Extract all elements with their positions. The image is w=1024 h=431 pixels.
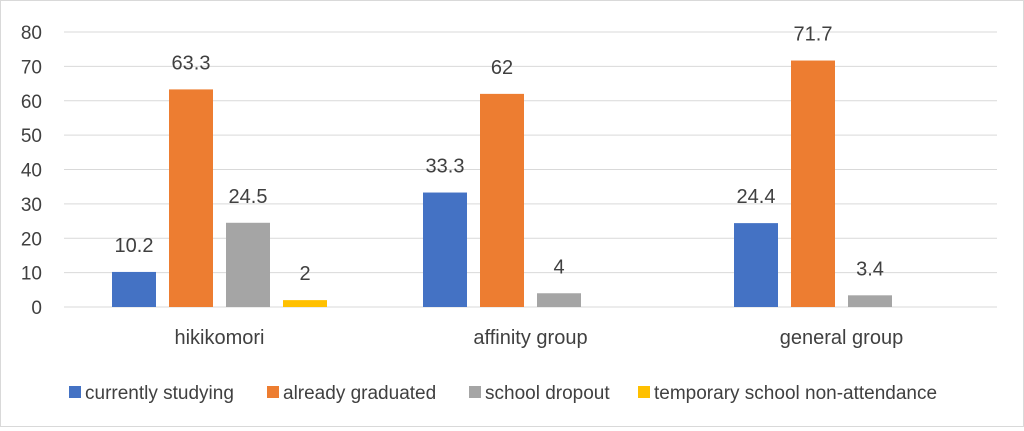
data-label: 4 <box>553 256 564 278</box>
x-axis-categories: hikikomori affinity group general group <box>174 327 903 349</box>
data-label: 10.2 <box>115 235 154 257</box>
data-label: 33.3 <box>426 156 465 178</box>
y-tick-label: 0 <box>31 298 42 319</box>
bar <box>283 300 327 307</box>
y-tick-label: 70 <box>21 57 42 78</box>
legend-swatch <box>69 386 81 398</box>
data-label: 24.5 <box>229 186 268 208</box>
y-tick-label: 80 <box>21 23 42 44</box>
y-tick-label: 40 <box>21 161 42 182</box>
bar <box>537 293 581 307</box>
legend-swatch <box>638 386 650 398</box>
y-tick-label: 20 <box>21 229 42 250</box>
legend-swatch <box>469 386 481 398</box>
y-tick-label: 30 <box>21 195 42 216</box>
bar <box>423 192 467 307</box>
data-label: 71.7 <box>794 24 833 46</box>
y-tick-label: 60 <box>21 92 42 113</box>
data-label: 3.4 <box>856 258 884 280</box>
bar <box>791 60 835 307</box>
bar <box>848 295 892 307</box>
data-label: 63.3 <box>172 52 211 74</box>
y-tick-label: 10 <box>21 264 42 285</box>
legend-label: currently studying <box>85 383 234 404</box>
x-tick-label: general group <box>780 327 903 349</box>
legend-label: temporary school non-attendance <box>654 383 937 404</box>
bar <box>480 93 524 307</box>
bar <box>112 271 156 307</box>
bar <box>169 89 213 307</box>
y-axis-ticks: 0 10 20 30 40 50 60 70 80 <box>21 23 42 319</box>
x-tick-label: hikikomori <box>174 327 264 349</box>
y-tick-label: 50 <box>21 126 42 147</box>
gridlines <box>64 31 997 308</box>
bar <box>734 223 778 307</box>
data-label: 2 <box>299 263 310 285</box>
legend-label: school dropout <box>485 383 610 404</box>
data-label: 62 <box>491 57 513 79</box>
bar <box>226 222 270 307</box>
legend: currently studying already graduated schoo… <box>69 383 937 404</box>
x-tick-label: affinity group <box>473 327 587 349</box>
data-labels: 10.2 63.3 24.5 2 33.3 62 4 24.4 71.7 3.4 <box>115 24 884 286</box>
bars <box>112 60 892 307</box>
legend-label: already graduated <box>283 383 436 404</box>
data-label: 24.4 <box>737 186 776 208</box>
legend-swatch <box>267 386 279 398</box>
